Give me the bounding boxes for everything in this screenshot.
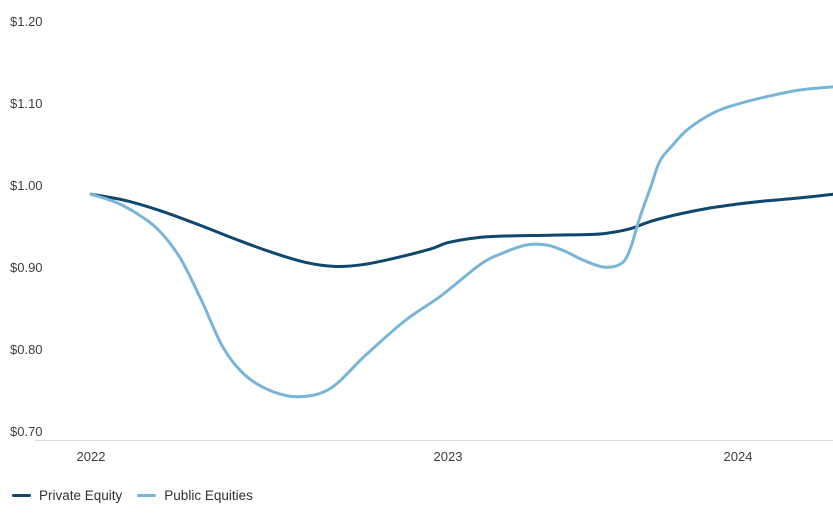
y-axis-label: $1.00 [10, 178, 43, 193]
legend-label: Public Equities [164, 488, 253, 503]
series-line-private-equity [89, 192, 833, 268]
y-axis-label: $0.70 [10, 424, 43, 439]
x-axis-label: 2022 [76, 449, 106, 464]
legend-item-public-equities: Public Equities [137, 488, 253, 503]
y-axis-label: $0.80 [10, 342, 43, 357]
x-axis-label: 2024 [723, 449, 753, 464]
series-line-public-equities [89, 85, 833, 399]
y-axis-label: $1.10 [10, 96, 43, 111]
private-equity-line-swatch [12, 494, 31, 497]
legend-item-private-equity: Private Equity [12, 488, 122, 503]
y-axis-label: $1.20 [10, 14, 43, 29]
y-axis-label: $0.90 [10, 260, 43, 275]
legend-label: Private Equity [39, 488, 123, 503]
public-equities-line-swatch [137, 494, 157, 497]
x-axis-label: 2023 [433, 449, 463, 464]
legend: Private Equity Public Equities [12, 488, 253, 503]
